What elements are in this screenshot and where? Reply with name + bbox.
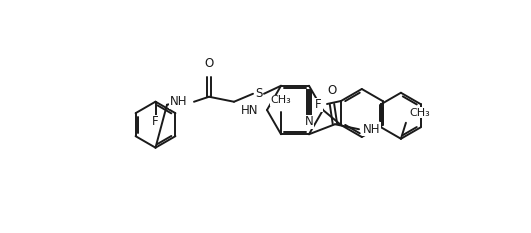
- Text: O: O: [328, 84, 337, 97]
- Text: N: N: [305, 115, 313, 128]
- Text: S: S: [255, 87, 263, 100]
- Text: F: F: [315, 99, 322, 112]
- Text: F: F: [152, 115, 159, 128]
- Text: CH₃: CH₃: [409, 108, 430, 118]
- Text: O: O: [204, 57, 213, 70]
- Text: HN: HN: [241, 103, 258, 116]
- Text: NH: NH: [363, 123, 381, 136]
- Text: NH: NH: [169, 95, 187, 108]
- Text: CH₃: CH₃: [271, 95, 292, 105]
